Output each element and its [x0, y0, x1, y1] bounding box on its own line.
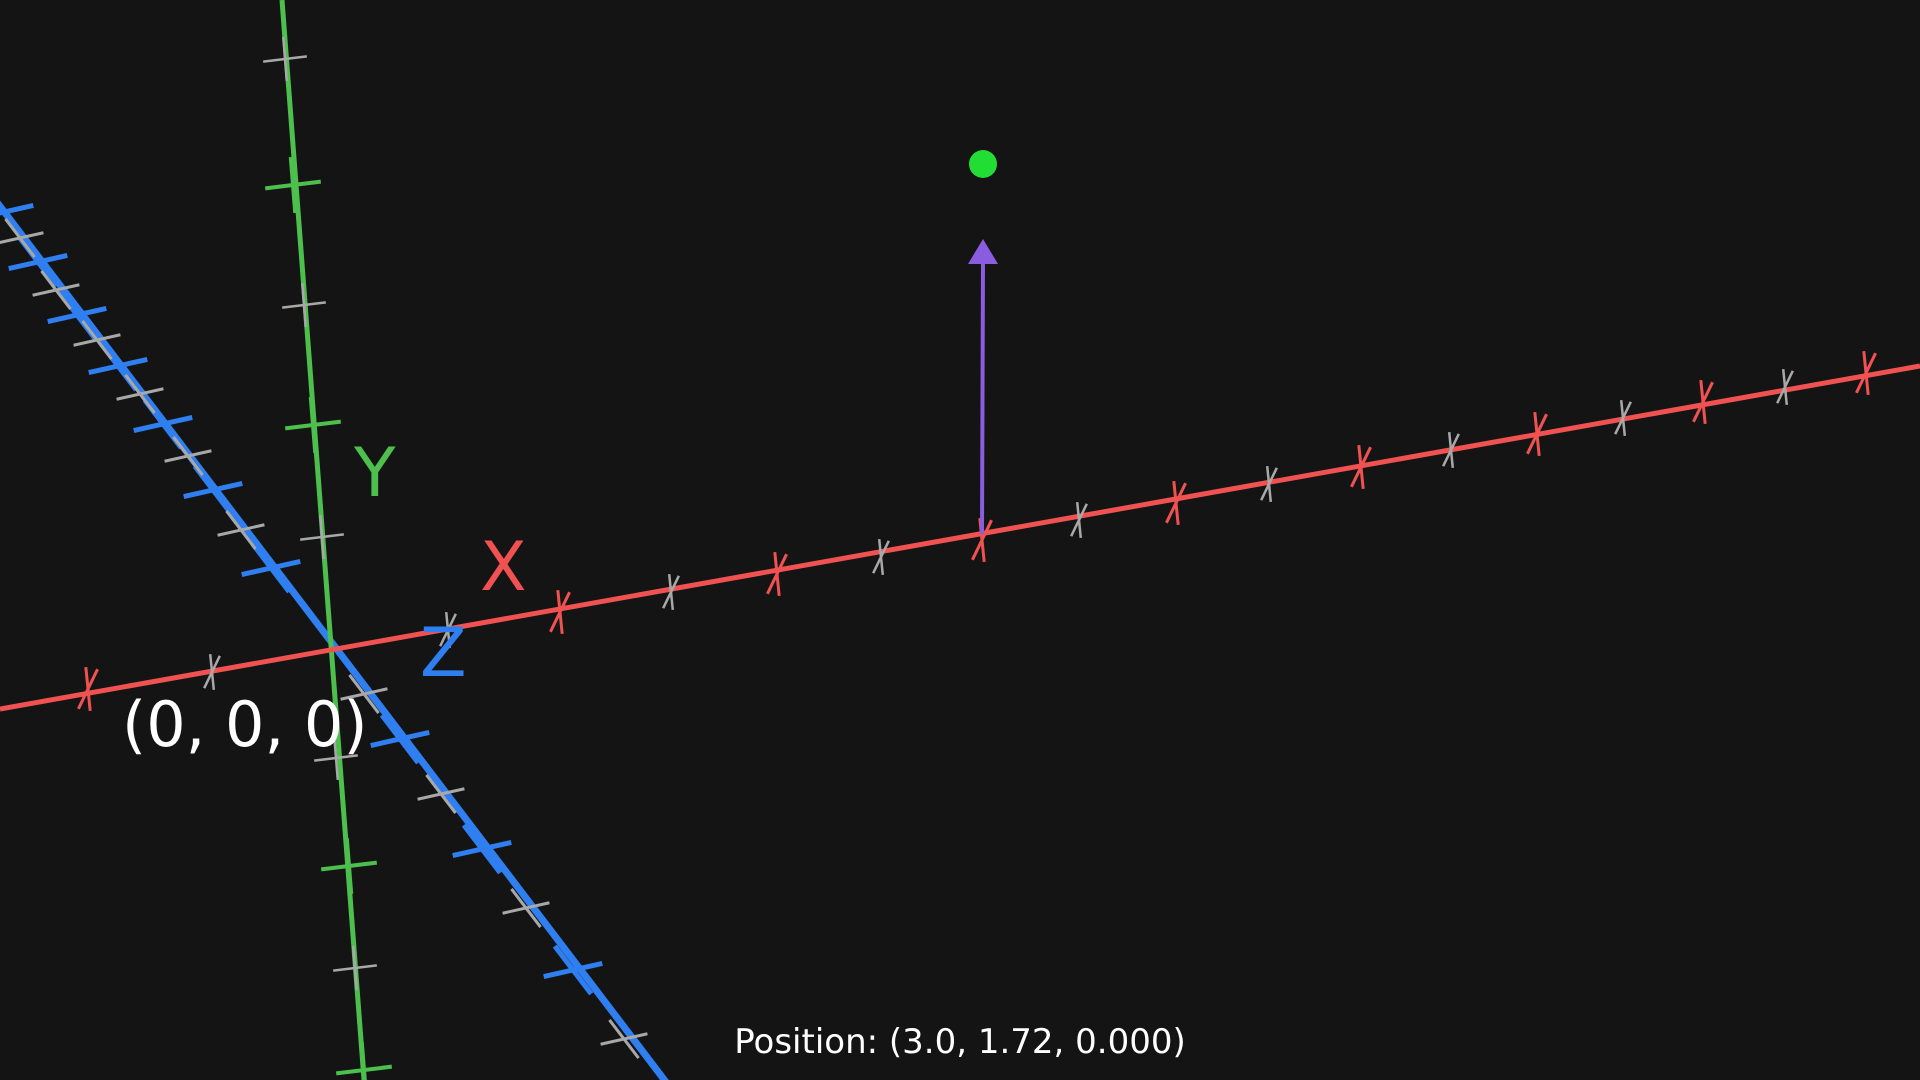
z-minor-tick	[0, 217, 44, 259]
y-minor-tick	[300, 514, 344, 560]
origin-label: (0, 0, 0)	[122, 688, 368, 761]
x-major-tick	[1165, 480, 1187, 526]
position-readout: Position: (3.0, 1.72, 0.000)	[734, 1022, 1186, 1062]
x-axis	[0, 350, 1920, 712]
x-major-tick	[77, 666, 99, 712]
z-minor-tick	[340, 673, 388, 715]
z-major-tick	[370, 713, 430, 765]
y-axis	[263, 0, 393, 1080]
z-major-tick	[452, 823, 512, 875]
position-point[interactable]	[969, 150, 997, 178]
x-axis-ticks	[77, 350, 1877, 712]
x-minor-tick	[1776, 368, 1794, 406]
z-major-tick	[133, 398, 193, 450]
y-axis-ticks	[263, 36, 393, 1080]
y-minor-tick	[314, 735, 358, 781]
vector-arrowhead	[968, 239, 998, 264]
z-minor-tick	[164, 435, 212, 477]
x-major-tick	[549, 589, 571, 635]
z-minor-tick	[32, 269, 80, 311]
z-minor-tick	[600, 1018, 648, 1060]
x-minor-tick	[662, 573, 680, 611]
vector-shaft	[980, 261, 985, 535]
x-minor-tick	[203, 653, 221, 691]
z-axis-ticks	[0, 202, 648, 1060]
z-minor-tick	[417, 773, 465, 815]
z-major-tick	[543, 944, 603, 996]
x-major-tick	[1526, 411, 1548, 457]
x-major-tick	[1350, 444, 1372, 490]
z-major-tick	[183, 464, 243, 516]
y-major-tick	[284, 396, 342, 454]
z-axis-line	[0, 200, 669, 1080]
y-major-tick	[320, 837, 378, 895]
x-minor-tick	[1442, 431, 1460, 469]
x-minor-tick	[439, 611, 457, 649]
x-minor-tick	[1070, 501, 1088, 539]
x-minor-tick	[872, 538, 890, 576]
x-major-tick	[766, 551, 788, 597]
y-major-tick	[264, 156, 322, 214]
z-minor-tick	[217, 509, 265, 551]
z-minor-tick	[73, 319, 121, 361]
z-major-tick	[0, 202, 34, 238]
x-axis-label: X	[480, 528, 527, 607]
x-minor-tick	[1260, 465, 1278, 503]
z-major-tick	[241, 542, 301, 594]
vector-arrow	[968, 239, 998, 535]
z-minor-tick	[502, 887, 550, 929]
y-minor-tick	[282, 282, 326, 328]
y-minor-tick	[333, 945, 377, 991]
x-minor-tick	[1614, 399, 1632, 437]
y-axis-label: Y	[353, 434, 396, 513]
y-major-tick	[335, 1041, 393, 1080]
x-major-tick	[1855, 350, 1877, 396]
z-axis	[0, 200, 669, 1080]
x-axis-line	[0, 363, 1920, 712]
x-major-tick	[1692, 379, 1714, 425]
z-axis-label: Z	[420, 614, 467, 693]
y-minor-tick	[263, 36, 307, 82]
z-minor-tick	[116, 373, 164, 415]
